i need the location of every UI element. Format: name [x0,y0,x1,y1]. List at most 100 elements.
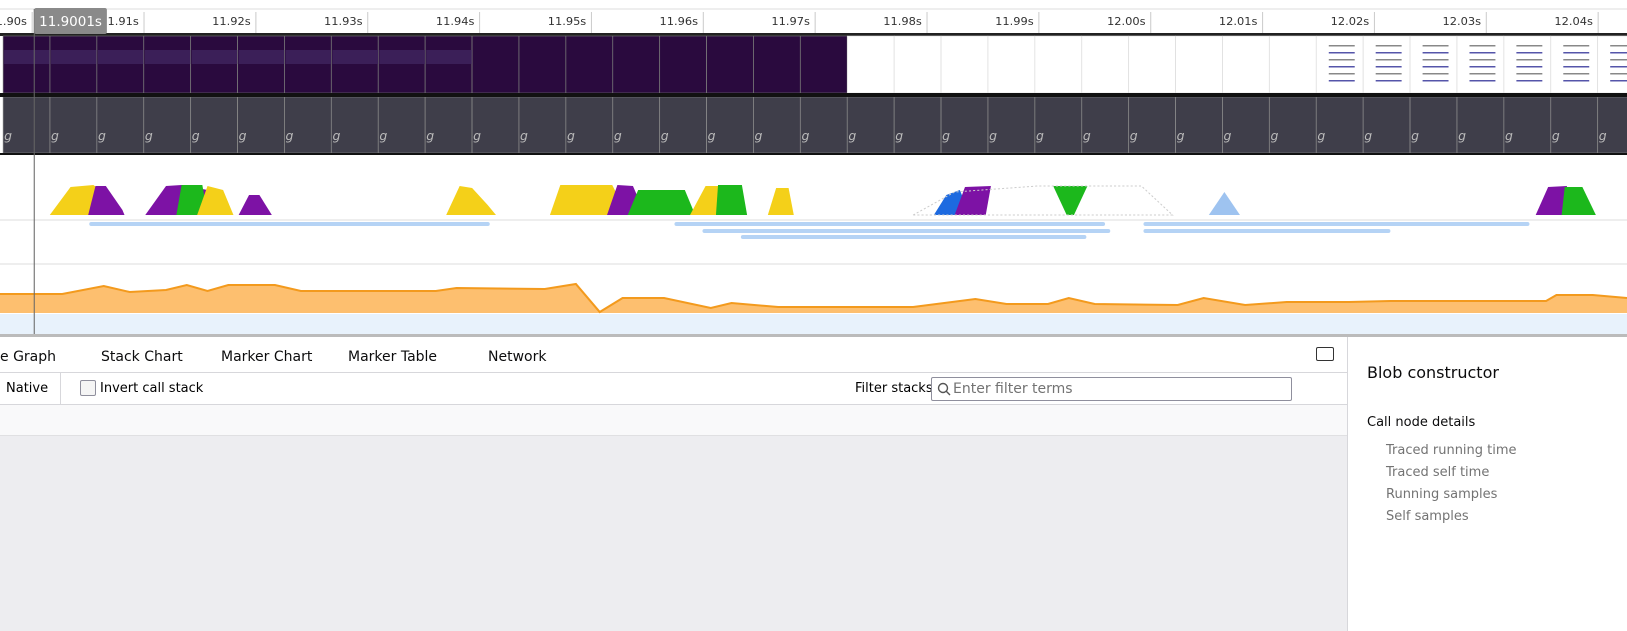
ruler-label: 1.90s [0,15,27,28]
separator [60,373,61,404]
screenshot-frame [518,35,567,94]
thumb-line [1516,59,1543,61]
invert-label[interactable]: Invert call stack [100,381,204,396]
frame-glyph: g [801,129,809,143]
thumb-line [1563,52,1590,54]
screenshot-frame [565,35,613,94]
track-frame [1222,96,1270,154]
screenshot-frame [1456,35,1505,94]
screenshot-frame [1269,35,1317,94]
ruler-label: 12.03s [1443,15,1482,28]
tree-header [0,405,1347,436]
tab[interactable]: Marker Table [348,349,438,365]
track-frame [1175,96,1223,154]
track-frame [378,96,426,154]
tab[interactable]: Network [488,349,547,365]
screenshot-frame [1597,35,1627,94]
tab[interactable]: Stack Chart [101,349,183,365]
tab[interactable]: e Graph [0,349,57,365]
screenshot-frame [893,35,942,94]
track-border [0,93,1627,97]
thumb-line [1422,45,1449,47]
thumb-bar [285,50,332,64]
thumb-line [1516,80,1543,82]
thumb-line [1516,66,1543,68]
track-frame [1034,96,1082,154]
ruler-label: 12.04s [1554,15,1593,28]
invert-checkbox[interactable] [80,380,96,396]
screenshot-frame [284,35,332,94]
frame-glyph: g [1270,129,1278,143]
search-icon [937,382,951,396]
filter-label: Filter stacks: [855,381,937,396]
screenshot-frame [143,35,191,94]
thumb-line [1563,66,1590,68]
frame-glyph: g [1458,129,1466,143]
ruler-label: 11.98s [883,15,922,28]
screenshot-frame [1550,35,1598,94]
track-frame [1550,96,1598,154]
track-frame [1269,96,1317,154]
track-frame [2,96,51,154]
track-frame [49,96,98,154]
track-frame [893,96,942,154]
track-border [0,33,1627,36]
screenshot-frame [1034,35,1082,94]
screenshot-frame [1175,35,1223,94]
thumb-line [1469,52,1496,54]
frame-glyph: g [51,129,59,143]
track-frame [800,96,848,154]
thumb-line [1422,59,1449,61]
filter-input[interactable]: Enter filter terms [931,377,1292,401]
sidebar-toggle[interactable] [1316,347,1334,361]
track-frame [1456,96,1505,154]
native-label: Native [6,381,49,396]
thumb-line [1516,45,1543,47]
tab[interactable]: Marker Chart [221,349,313,365]
ruler-label: 11.94s [436,15,475,28]
frame-glyph: g [942,129,950,143]
frame-glyph: g [708,129,716,143]
screenshot-frame [237,35,285,94]
tab-bar: e Graph Stack Chart Marker Chart Marker Tab… [0,337,1347,373]
screenshot-frame [96,35,144,94]
screenshot-frame [1409,35,1458,94]
hover-tooltip [34,8,107,34]
track-frame [753,96,801,154]
ruler-bg [0,0,1627,33]
frame-glyph: g [895,129,903,143]
track-frame [424,96,473,154]
detail-field: Running samples [1386,487,1498,502]
screenshot-frame [1503,35,1551,94]
thumb-bar [426,50,472,64]
screenshot-frame [471,35,520,94]
thumb-bar [332,50,379,64]
frame-glyph: g [1130,129,1138,143]
track-frame [847,96,895,154]
screenshot-frame [378,35,426,94]
track-frame [518,96,567,154]
hover-time: 11.9001s [39,15,102,30]
track-frame [1597,96,1627,154]
frame-glyph: g [286,129,294,143]
thumb-bar [4,50,50,64]
memory-line [0,282,1627,314]
thumb-line [1469,59,1496,61]
thumb-line [1375,45,1402,47]
track-frame [612,96,660,154]
thumb-line [1610,59,1627,61]
detail-field: Traced self time [1386,465,1490,480]
thumb-line [1422,52,1449,54]
sidebar: Blob constructor Call node details Trace… [1347,337,1627,631]
thumb-line [1469,66,1496,68]
track-frame [706,96,754,154]
screenshot-frame [1362,35,1411,94]
track-frame [1128,96,1176,154]
thumb-line [1610,52,1627,54]
thumb-bar [191,50,238,64]
screenshot-frame [190,35,238,94]
screenshot-frame [1128,35,1176,94]
screenshot-frame [847,35,895,94]
thumb-bar [238,50,285,64]
